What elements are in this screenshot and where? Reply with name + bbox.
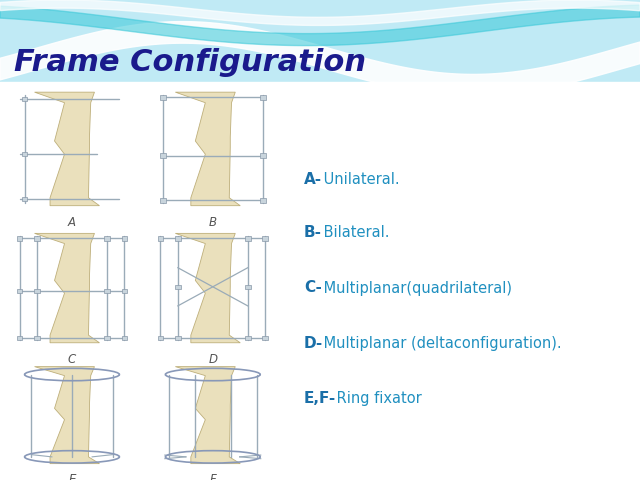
Text: C: C bbox=[68, 353, 76, 366]
Text: D-: D- bbox=[304, 336, 323, 351]
FancyBboxPatch shape bbox=[175, 236, 180, 240]
FancyBboxPatch shape bbox=[245, 285, 250, 289]
FancyBboxPatch shape bbox=[122, 288, 127, 293]
FancyBboxPatch shape bbox=[160, 198, 166, 203]
FancyBboxPatch shape bbox=[22, 197, 28, 201]
FancyBboxPatch shape bbox=[157, 336, 163, 340]
Text: Multiplanar(quadrilateral): Multiplanar(quadrilateral) bbox=[319, 280, 513, 296]
Polygon shape bbox=[35, 233, 99, 343]
FancyBboxPatch shape bbox=[17, 336, 22, 340]
FancyBboxPatch shape bbox=[104, 288, 109, 293]
FancyBboxPatch shape bbox=[160, 154, 166, 157]
FancyBboxPatch shape bbox=[157, 236, 163, 240]
Text: A-: A- bbox=[304, 172, 322, 188]
Text: Unilateral.: Unilateral. bbox=[319, 172, 400, 188]
FancyBboxPatch shape bbox=[104, 336, 109, 340]
FancyBboxPatch shape bbox=[160, 96, 166, 99]
FancyBboxPatch shape bbox=[35, 336, 40, 340]
FancyBboxPatch shape bbox=[104, 236, 109, 240]
FancyBboxPatch shape bbox=[122, 336, 127, 340]
Text: Frame Configuration: Frame Configuration bbox=[14, 48, 366, 77]
Text: D: D bbox=[208, 353, 218, 366]
FancyBboxPatch shape bbox=[260, 198, 266, 203]
Text: A: A bbox=[68, 216, 76, 229]
FancyBboxPatch shape bbox=[175, 285, 180, 289]
Polygon shape bbox=[35, 92, 99, 205]
Text: F: F bbox=[209, 473, 216, 480]
Polygon shape bbox=[175, 233, 240, 343]
Text: B-: B- bbox=[304, 225, 322, 240]
FancyBboxPatch shape bbox=[245, 336, 250, 340]
FancyBboxPatch shape bbox=[22, 96, 28, 101]
Polygon shape bbox=[175, 367, 240, 464]
FancyBboxPatch shape bbox=[260, 96, 266, 99]
Text: E,F-: E,F- bbox=[304, 391, 336, 406]
FancyBboxPatch shape bbox=[17, 236, 22, 240]
FancyBboxPatch shape bbox=[262, 236, 268, 240]
FancyBboxPatch shape bbox=[175, 336, 180, 340]
FancyBboxPatch shape bbox=[35, 288, 40, 293]
Text: Bilateral.: Bilateral. bbox=[319, 225, 390, 240]
FancyBboxPatch shape bbox=[35, 236, 40, 240]
FancyBboxPatch shape bbox=[122, 236, 127, 240]
Text: Ring fixator: Ring fixator bbox=[332, 391, 421, 406]
FancyBboxPatch shape bbox=[245, 236, 250, 240]
Text: E: E bbox=[68, 473, 76, 480]
FancyBboxPatch shape bbox=[260, 154, 266, 157]
Text: B: B bbox=[209, 216, 217, 229]
FancyBboxPatch shape bbox=[17, 288, 22, 293]
Text: C-: C- bbox=[304, 280, 322, 296]
FancyBboxPatch shape bbox=[262, 336, 268, 340]
FancyBboxPatch shape bbox=[22, 152, 28, 156]
Polygon shape bbox=[35, 367, 99, 464]
Polygon shape bbox=[175, 92, 240, 205]
Text: Multiplanar (deltaconfiguration).: Multiplanar (deltaconfiguration). bbox=[319, 336, 562, 351]
